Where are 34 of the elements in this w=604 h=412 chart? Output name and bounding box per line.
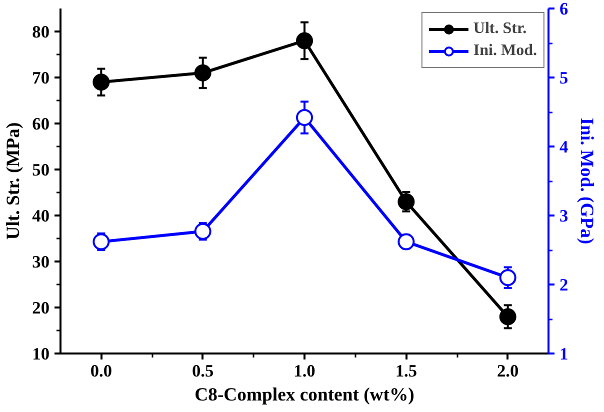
- y2-tick-label: 3: [560, 206, 568, 226]
- point: [92, 233, 110, 250]
- point: [398, 233, 415, 250]
- y-tick-label: 50: [32, 160, 50, 180]
- y2-tick-label: 6: [560, 0, 568, 18]
- x-tick-label: 0.5: [192, 362, 214, 380]
- x-tick-label: 1.5: [395, 362, 418, 380]
- x-tick-label: 1.0: [294, 362, 316, 380]
- legend-label: Ult. Str.: [473, 20, 527, 38]
- point: [499, 308, 516, 326]
- point: [499, 269, 516, 286]
- y2-axis-title: Ini. Mod. (GPa): [576, 118, 598, 244]
- y2-tick-label: 1: [560, 344, 568, 364]
- y2-tick-label: 2: [560, 276, 568, 294]
- x-tick-label: 2.0: [497, 362, 519, 380]
- y-tick-label: 60: [32, 114, 50, 134]
- point: [296, 32, 313, 50]
- x-axis-title: C8-Complex content (wt%): [194, 384, 414, 406]
- y-tick-label: 20: [32, 298, 50, 318]
- y2-tick-label: 5: [560, 68, 568, 88]
- legend-label: Ini. Mod.: [473, 42, 537, 60]
- point: [92, 74, 110, 91]
- y-tick-label: 80: [32, 22, 50, 42]
- y-tick-label: 40: [32, 206, 50, 226]
- point: [398, 193, 415, 210]
- point: [296, 109, 313, 126]
- point: [194, 222, 212, 240]
- y2-tick-label: 4: [560, 138, 568, 156]
- y-axis-title: Ult. Str. (MPa): [3, 122, 24, 240]
- x-tick-label: 0.0: [90, 362, 112, 380]
- y-tick-label: 10: [32, 344, 50, 364]
- point: [194, 64, 212, 82]
- y-tick-label: 70: [32, 68, 50, 88]
- y-tick-label: 30: [32, 252, 50, 272]
